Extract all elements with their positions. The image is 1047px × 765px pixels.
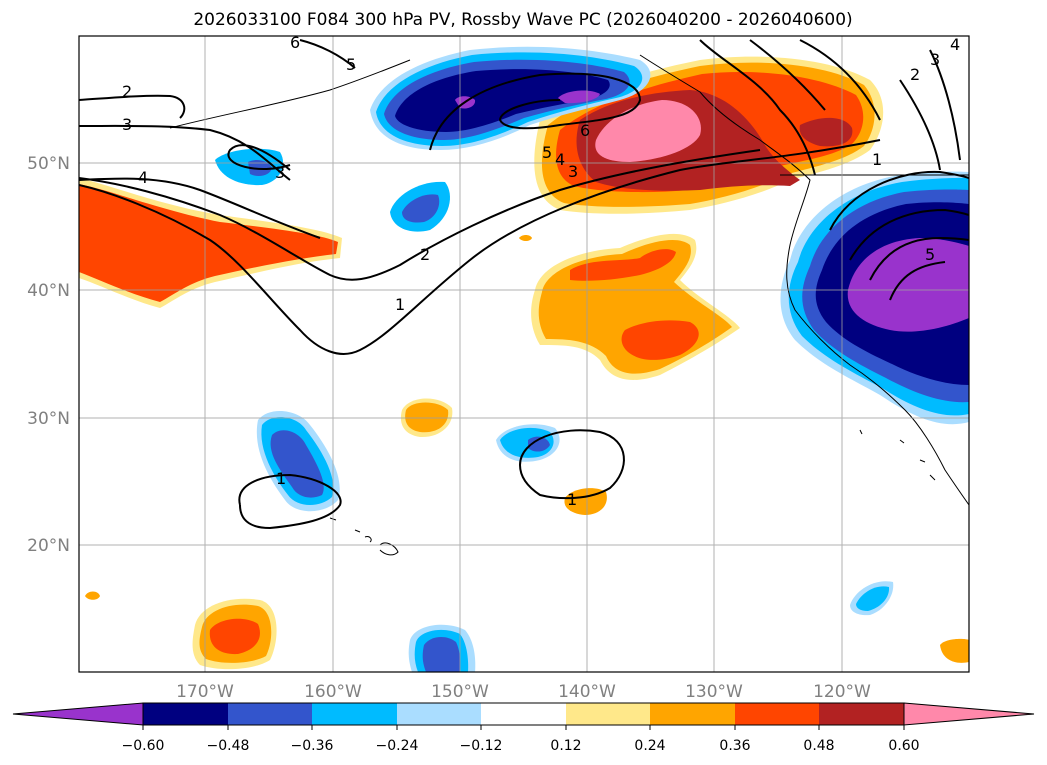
- contour-1-sub-a: [238, 473, 342, 530]
- pv-shading: [79, 46, 969, 672]
- lat-label-30n: 30°N: [27, 409, 70, 429]
- colorbar-bin: [566, 703, 650, 725]
- contour-label: 4: [555, 150, 565, 169]
- colorbar-tick-label: −0.24: [376, 738, 419, 754]
- colorbar-tick-label: 0.60: [888, 738, 919, 754]
- colorbar-extend-high: [903, 702, 1035, 726]
- colorbar-tick-label: 0.36: [719, 738, 750, 754]
- map-title: 2026033100 F084 300 hPa PV, Rossby Wave …: [193, 10, 852, 30]
- colorbar-ticks: [142, 725, 905, 730]
- map-area: 6 5 2 3 4 3 2 1 6 5 4 3 1 1 5 1 2 3 4: [78, 33, 970, 673]
- contour-1-sub-b: [519, 429, 625, 500]
- purple-core: [847, 238, 969, 332]
- contour-1-west: [79, 139, 881, 355]
- lon-label-170w: 170°W: [176, 682, 234, 702]
- colorbar-bin: [650, 703, 735, 725]
- colorbar-bin: [143, 703, 228, 725]
- contour-label: 2: [122, 82, 132, 101]
- colorbar-tick-label: 0.24: [634, 738, 665, 754]
- colorbar-tick-label: −0.48: [207, 738, 250, 754]
- latitude-labels: 50°N 40°N 30°N 20°N: [27, 154, 70, 556]
- contour-label: 5: [925, 245, 935, 264]
- contour-label: 1: [872, 150, 882, 169]
- lat-label-20n: 20°N: [27, 536, 70, 556]
- contour-labels: 6 5 2 3 4 3 2 1 6 5 4 3 1 1 5 1 2 3 4: [122, 33, 960, 509]
- contour-label: 4: [950, 35, 960, 54]
- colorbar-bin: [228, 703, 312, 725]
- contour-label: 3: [275, 163, 285, 182]
- contour-label: 2: [420, 245, 430, 264]
- contour-label: 2: [910, 65, 920, 84]
- north-america-coast: [639, 54, 969, 506]
- contour-label: 1: [395, 295, 405, 314]
- contour-label: 3: [930, 50, 940, 69]
- contour-3: [79, 124, 291, 181]
- lon-label-140w: 140°W: [558, 682, 616, 702]
- colorbar-tick-label: 0.48: [803, 738, 834, 754]
- colorbar-tick-label: 0.12: [550, 738, 581, 754]
- aleutian-chain: [169, 59, 411, 129]
- lon-label-150w: 150°W: [431, 682, 489, 702]
- lon-label-130w: 130°W: [685, 682, 743, 702]
- colorbar-bin: [312, 703, 397, 725]
- contour-4: [79, 177, 321, 239]
- contour-label: 5: [542, 143, 552, 162]
- colorbar-bin: [819, 703, 904, 725]
- contour-label: 6: [580, 121, 590, 140]
- contour-label: 3: [122, 115, 132, 134]
- contour-ridge-east: [699, 39, 816, 176]
- colorbar-bin: [735, 703, 819, 725]
- lat-label-40n: 40°N: [27, 281, 70, 301]
- colorbar-tick-label: −0.12: [460, 738, 503, 754]
- colorbar-extend-low: [12, 702, 144, 726]
- longitude-labels: 170°W 160°W 150°W 140°W 130°W 120°W: [176, 682, 871, 702]
- map-border: [78, 35, 970, 673]
- lat-label-50n: 50°N: [27, 154, 70, 174]
- contour-label: 4: [138, 168, 148, 187]
- pv-contours: [79, 39, 969, 530]
- lon-label-120w: 120°W: [813, 682, 871, 702]
- contour-north-trough: [429, 72, 642, 151]
- contour-label: 6: [290, 33, 300, 52]
- colorbar-bin: [397, 703, 481, 725]
- contour-label: 1: [276, 469, 286, 488]
- lon-label-160w: 160°W: [304, 682, 362, 702]
- gridlines: [79, 36, 969, 672]
- contour-label: 3: [568, 162, 578, 181]
- colorbar: −0.60 −0.48 −0.36 −0.24 −0.12 0.12 0.24 …: [12, 702, 1035, 754]
- contour-east-low: [829, 170, 969, 231]
- colorbar-tick-label: −0.36: [291, 738, 334, 754]
- contour-2: [79, 149, 761, 281]
- colorbar-bin: [481, 703, 566, 725]
- colorbar-tick-label: −0.60: [122, 738, 165, 754]
- contour-label: 5: [346, 55, 356, 74]
- contour-label: 1: [567, 490, 577, 509]
